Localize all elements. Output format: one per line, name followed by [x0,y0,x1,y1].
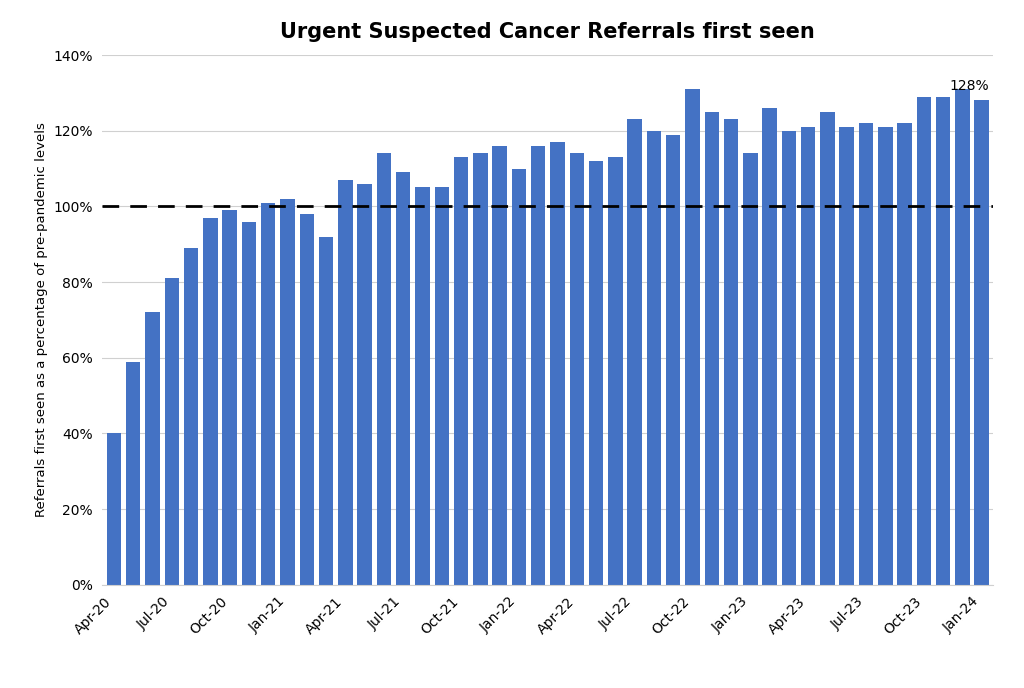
Bar [165,278,179,585]
Bar [859,123,873,585]
Bar [416,188,430,585]
Text: 128%: 128% [950,79,989,93]
Bar [203,218,218,585]
Bar [531,146,546,585]
Bar [955,89,970,585]
Bar [840,127,854,585]
Bar [762,108,777,585]
Bar [377,153,391,585]
Bar [184,248,199,585]
Bar [801,127,815,585]
Title: Urgent Suspected Cancer Referrals first seen: Urgent Suspected Cancer Referrals first … [281,23,815,43]
Bar [878,127,893,585]
Bar [628,120,642,585]
Bar [975,100,989,585]
Bar [281,199,295,585]
Bar [473,153,487,585]
Bar [493,146,507,585]
Bar [222,211,237,585]
Bar [454,158,468,585]
Bar [666,135,680,585]
Bar [936,96,950,585]
Bar [512,169,526,585]
Bar [589,161,603,585]
Bar [569,153,584,585]
Bar [126,362,140,585]
Bar [724,120,738,585]
Bar [705,111,719,585]
Y-axis label: Referrals first seen as a percentage of pre-pandemic levels: Referrals first seen as a percentage of … [35,122,48,517]
Bar [106,433,121,585]
Bar [338,180,352,585]
Bar [550,142,564,585]
Bar [396,172,411,585]
Bar [897,123,911,585]
Bar [608,158,623,585]
Bar [820,111,835,585]
Bar [261,202,275,585]
Bar [743,153,758,585]
Bar [357,184,372,585]
Bar [685,89,699,585]
Bar [434,188,449,585]
Bar [916,96,931,585]
Bar [145,312,160,585]
Bar [318,237,334,585]
Bar [781,131,796,585]
Bar [647,131,662,585]
Bar [242,222,256,585]
Bar [300,214,314,585]
